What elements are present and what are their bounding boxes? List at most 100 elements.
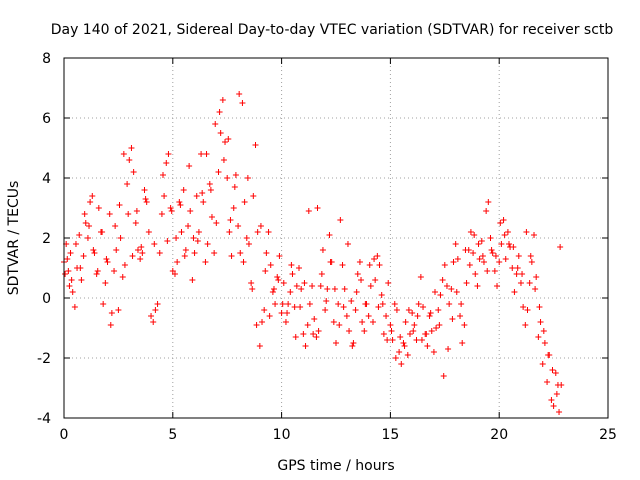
data-point	[177, 202, 184, 208]
data-point	[108, 310, 115, 316]
data-point	[485, 199, 492, 205]
data-point	[392, 355, 399, 361]
data-point	[352, 307, 359, 313]
data-point	[484, 268, 491, 274]
data-point	[440, 373, 447, 379]
data-point	[517, 280, 524, 286]
data-point	[72, 241, 79, 247]
data-point	[164, 238, 171, 244]
data-point	[82, 220, 89, 226]
data-point	[116, 202, 123, 208]
data-point	[537, 319, 544, 325]
data-point	[535, 334, 542, 340]
data-point	[91, 250, 98, 256]
data-point	[152, 307, 159, 313]
data-point	[235, 223, 242, 229]
data-point	[71, 304, 78, 310]
data-point	[244, 175, 251, 181]
data-point	[132, 220, 139, 226]
data-point	[531, 232, 538, 238]
data-point	[544, 379, 551, 385]
data-point	[498, 241, 505, 247]
data-point	[405, 307, 412, 313]
data-point	[117, 235, 124, 241]
data-point	[300, 331, 307, 337]
data-point	[199, 190, 206, 196]
data-point	[330, 319, 337, 325]
data-point	[404, 352, 411, 358]
data-point	[130, 169, 137, 175]
data-point	[89, 193, 96, 199]
data-point	[302, 343, 309, 349]
data-point	[225, 136, 232, 142]
data-point	[187, 208, 194, 214]
data-point	[252, 142, 259, 148]
data-point	[400, 340, 407, 346]
data-point	[305, 208, 312, 214]
data-point	[349, 343, 356, 349]
data-point	[189, 277, 196, 283]
data-point	[376, 262, 383, 268]
data-point	[180, 187, 187, 193]
y-tick-label: 6	[42, 111, 51, 127]
data-point	[102, 280, 109, 286]
data-point	[384, 337, 391, 343]
data-point	[478, 238, 485, 244]
data-point	[536, 304, 543, 310]
x-tick-label: 15	[381, 427, 399, 443]
data-point	[173, 235, 180, 241]
x-tick-label: 20	[490, 427, 508, 443]
data-point	[275, 277, 282, 283]
data-point	[150, 319, 157, 325]
data-point	[287, 289, 294, 295]
data-point	[524, 307, 531, 313]
data-point	[459, 340, 466, 346]
data-point	[432, 289, 439, 295]
data-point	[139, 250, 146, 256]
data-point	[553, 391, 560, 397]
data-point	[250, 193, 257, 199]
data-point	[317, 283, 324, 289]
data-point	[100, 301, 107, 307]
data-point	[344, 241, 351, 247]
data-point	[257, 223, 264, 229]
data-point	[269, 289, 276, 295]
axis-ticks	[63, 57, 609, 419]
data-point	[406, 331, 413, 337]
data-point	[369, 319, 376, 325]
data-point	[374, 253, 381, 259]
data-point	[112, 223, 119, 229]
data-point	[314, 205, 321, 211]
data-point	[219, 97, 226, 103]
data-point	[276, 253, 283, 259]
data-point	[266, 313, 273, 319]
data-point	[263, 250, 270, 256]
data-point	[354, 271, 361, 277]
data-point	[185, 223, 192, 229]
data-point	[331, 286, 338, 292]
data-point	[245, 241, 252, 247]
data-point	[134, 247, 141, 253]
data-point	[167, 205, 174, 211]
data-point	[158, 211, 165, 217]
data-point	[418, 337, 425, 343]
data-point	[193, 193, 200, 199]
data-point	[141, 187, 148, 193]
data-point	[470, 250, 477, 256]
data-point	[237, 250, 244, 256]
data-point	[427, 310, 434, 316]
data-point	[311, 316, 318, 322]
data-point	[333, 340, 339, 346]
data-point	[335, 301, 342, 307]
data-point	[279, 301, 286, 307]
data-point	[557, 244, 564, 250]
data-point	[106, 211, 113, 217]
data-point	[232, 172, 239, 178]
data-point	[454, 256, 461, 262]
data-point	[410, 328, 417, 334]
data-point	[450, 259, 457, 265]
data-point	[443, 283, 450, 289]
data-point	[267, 262, 274, 268]
data-point	[361, 328, 368, 334]
